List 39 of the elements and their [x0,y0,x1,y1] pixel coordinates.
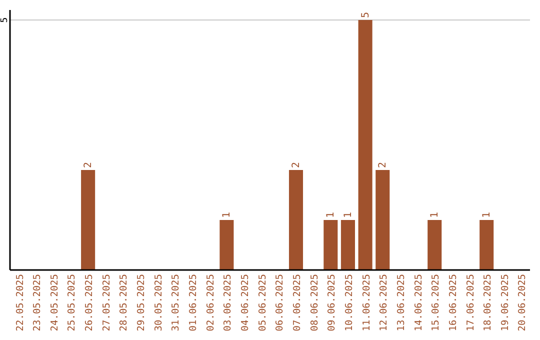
x-tick-label: 16.06.2025 [448,274,459,332]
data-label: 1 [342,212,354,218]
x-tick-label: 20.06.2025 [517,274,528,332]
data-label: 1 [430,212,441,218]
data-label: 5 [360,12,372,18]
x-tick-label: 27.05.2025 [101,274,112,332]
x-tick-label: 24.05.2025 [49,274,60,332]
x-tick-label: 09.06.2025 [326,274,338,332]
x-tick-label: 30.05.2025 [153,274,164,332]
x-tick-label: 31.05.2025 [170,274,182,332]
x-tick-label: 19.06.2025 [500,274,511,332]
x-tick-label: 15.06.2025 [430,274,442,332]
x-tick-label: 22.05.2025 [14,274,26,332]
x-tick-label: 11.06.2025 [361,274,372,332]
x-tick-label: 07.06.2025 [292,274,303,332]
x-tick-label: 08.06.2025 [309,274,320,332]
x-tick-label: 05.06.2025 [257,274,268,332]
data-label: 2 [290,162,302,168]
x-tick-label: 26.05.2025 [84,274,96,332]
x-tick-label: 25.05.2025 [66,274,78,332]
x-tick-label: 12.06.2025 [378,274,390,332]
data-label: 1 [326,212,337,218]
x-tick-label: 23.05.2025 [32,274,44,332]
data-label: 2 [83,162,94,168]
data-label: 2 [378,162,389,168]
x-tick-label: 02.06.2025 [205,274,216,332]
x-tick-label: 04.06.2025 [240,274,252,332]
data-label: 1 [222,212,233,218]
x-tick-label: 28.05.2025 [118,274,130,332]
x-tick-label: 29.05.2025 [136,274,148,332]
x-tick-label: 17.06.2025 [465,274,476,332]
x-tick-label: 13.06.2025 [396,274,407,332]
x-tick-label: 18.06.2025 [482,274,494,332]
x-tick-label: 03.06.2025 [222,274,234,332]
data-label: 1 [482,212,493,218]
x-tick-label: 10.06.2025 [344,274,355,332]
x-tick-label: 14.06.2025 [413,274,424,332]
x-tick-label: 01.06.2025 [188,274,200,332]
x-tick-label: 06.06.2025 [274,274,286,332]
